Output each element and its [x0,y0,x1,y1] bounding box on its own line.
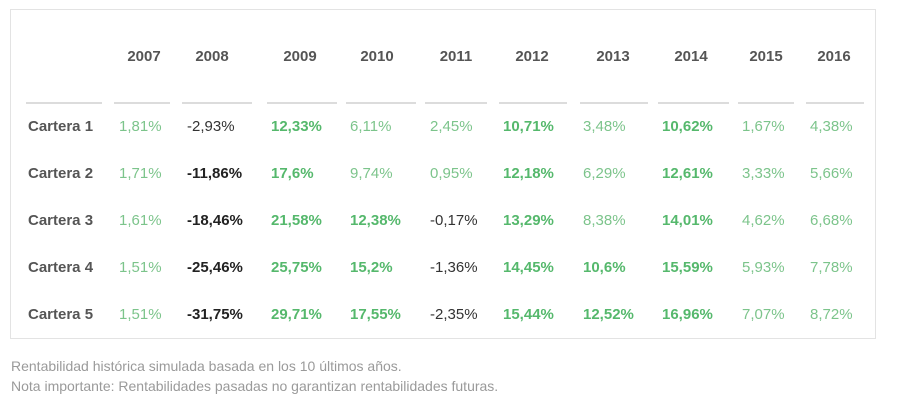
table-cell: 5,66% [810,165,853,182]
table-cell: 4,62% [742,212,785,229]
table-cell: -2,35% [430,306,478,323]
table-cell: 13,29% [503,212,554,229]
table-cell: 12,52% [583,306,634,323]
table-cell: 10,6% [583,259,626,276]
table-cell: 1,51% [119,259,162,276]
table-row: Cartera 4 1,51% -25,46% 25,75% 15,2% -1,36% 14… [11,245,875,291]
year-header-2013: 2013 [596,48,630,65]
table-cell: 5,93% [742,259,785,276]
table-cell: 10,71% [503,118,554,135]
table-cell: 1,67% [742,118,785,135]
header-divider [26,102,102,104]
row-label: Cartera 2 [28,165,94,182]
header-divider [738,102,794,104]
year-header-2009: 2009 [283,48,317,65]
table-header: 2007 2008 2009 2010 2011 2012 2013 2014 2015 2016 [11,10,875,106]
table-cell: 7,07% [742,306,785,323]
header-divider [346,102,416,104]
header-divider [580,102,648,104]
header-divider [114,102,170,104]
table-cell: 25,75% [271,259,322,276]
note-disclaimer: Nota importante: Rentabilidades pasadas … [11,378,499,394]
table-row: Cartera 1 1,81% -2,93% 12,33% 6,11% 2,45% 10,7… [11,104,875,150]
table-cell: 2,45% [430,118,473,135]
table-cell: 29,71% [271,306,322,323]
table-cell: 6,68% [810,212,853,229]
year-header-2010: 2010 [360,48,394,65]
table-cell: 9,74% [350,165,393,182]
table-cell: -11,86% [187,165,243,182]
table-cell: -18,46% [187,212,243,229]
table-cell: 12,61% [662,165,713,182]
table-cell: -25,46% [187,259,243,276]
header-divider [499,102,567,104]
header-divider [806,102,864,104]
table-cell: 12,33% [271,118,322,135]
table-cell: -1,36% [430,259,478,276]
table-cell: 15,59% [662,259,713,276]
table-cell: 4,38% [810,118,853,135]
row-label: Cartera 1 [28,118,94,135]
table-cell: 6,11% [350,118,392,135]
table-cell: 17,6% [271,165,314,182]
year-header-2014: 2014 [674,48,708,65]
header-divider [425,102,487,104]
table-cell: -0,17% [430,212,478,229]
row-label: Cartera 4 [28,259,94,276]
note-historical: Rentabilidad histórica simulada basada e… [11,358,402,374]
table-cell: 10,62% [662,118,713,135]
year-header-2008: 2008 [195,48,229,65]
header-divider [267,102,337,104]
table-cell: -2,93% [187,118,235,135]
table-cell: 12,38% [350,212,401,229]
table-cell: -31,75% [187,306,243,323]
table-cell: 15,44% [503,306,554,323]
table-row: Cartera 5 1,51% -31,75% 29,71% 17,55% -2,35% 1… [11,292,875,338]
table-cell: 17,55% [350,306,401,323]
table-cell: 1,61% [119,212,162,229]
year-header-2011: 2011 [439,48,473,65]
table-cell: 0,95% [430,165,473,182]
table-cell: 8,72% [810,306,853,323]
returns-table-card: 2007 2008 2009 2010 2011 2012 2013 2014 2015 2016… [10,9,876,339]
table-cell: 16,96% [662,306,713,323]
table-cell: 8,38% [583,212,626,229]
year-header-2015: 2015 [749,48,783,65]
row-label: Cartera 5 [28,306,94,323]
year-header-2012: 2012 [515,48,549,65]
year-header-2007: 2007 [127,48,161,65]
table-cell: 1,81% [119,118,162,135]
table-cell: 7,78% [810,259,853,276]
table-cell: 1,71% [119,165,162,182]
year-header-2016: 2016 [817,48,851,65]
table-row: Cartera 2 1,71% -11,86% 17,6% 9,74% 0,95% 12,1… [11,151,875,197]
header-divider [182,102,252,104]
table-cell: 3,33% [742,165,785,182]
table-row: Cartera 3 1,61% -18,46% 21,58% 12,38% -0,17% 1… [11,198,875,244]
table-cell: 21,58% [271,212,322,229]
header-divider [658,102,729,104]
table-cell: 3,48% [583,118,626,135]
table-cell: 15,2% [350,259,393,276]
table-cell: 14,01% [662,212,713,229]
table-cell: 12,18% [503,165,554,182]
table-cell: 6,29% [583,165,626,182]
row-label: Cartera 3 [28,212,94,229]
table-cell: 1,51% [119,306,162,323]
table-cell: 14,45% [503,259,554,276]
